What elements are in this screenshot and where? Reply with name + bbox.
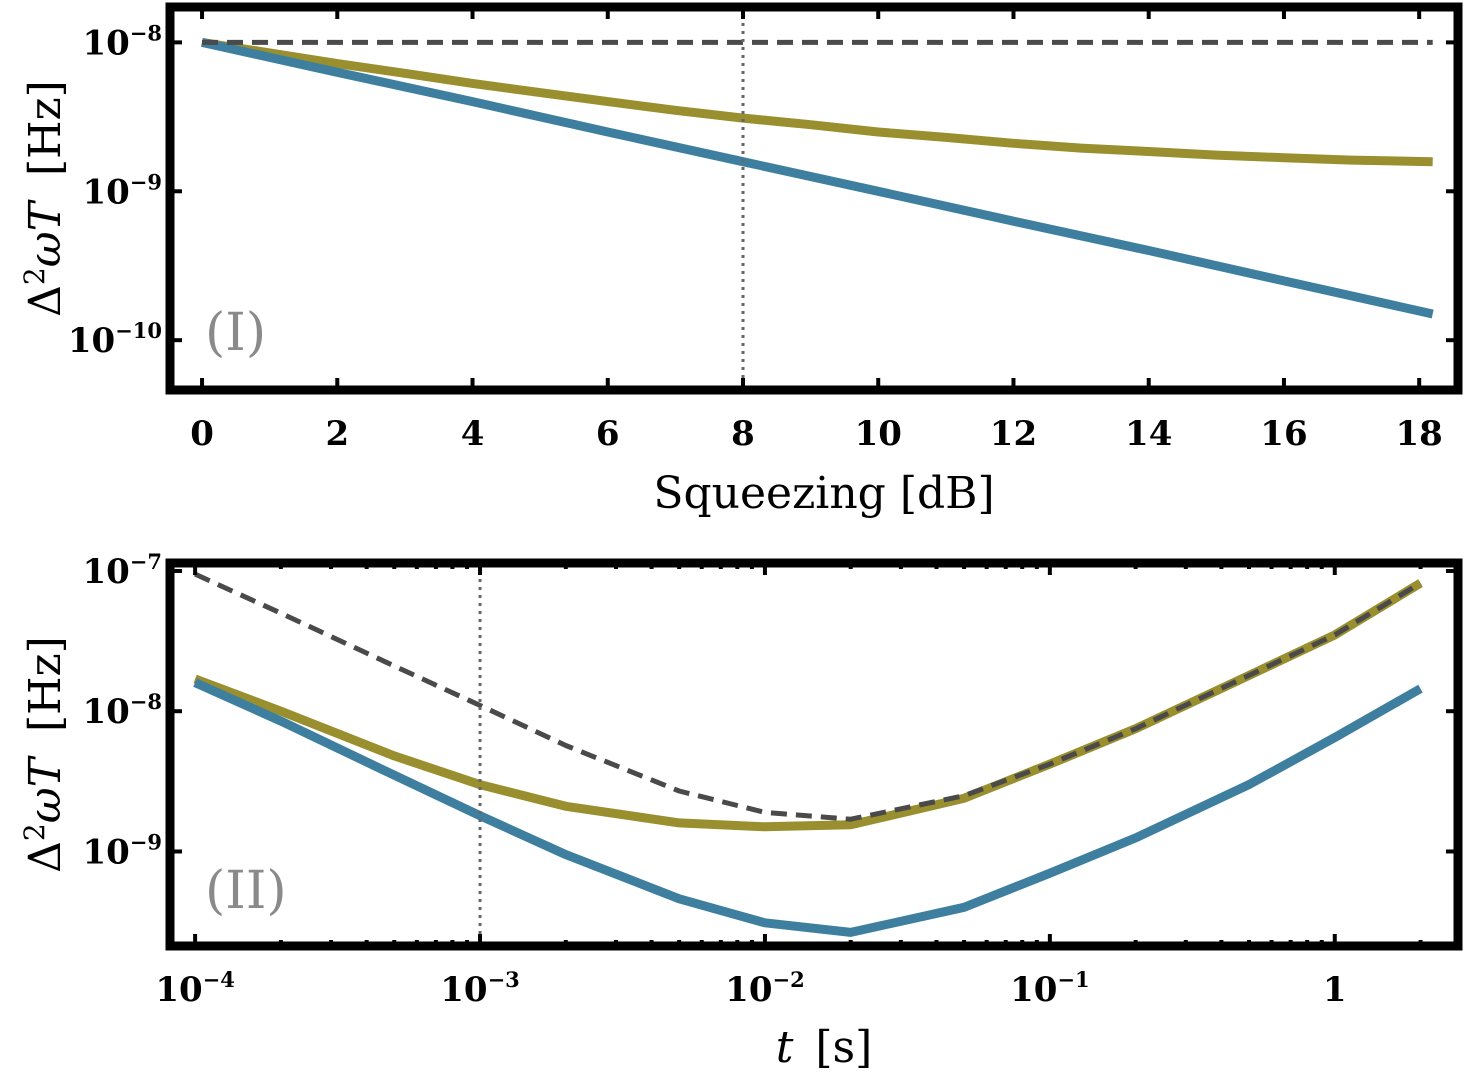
x-tick-label: 0 [190,414,214,454]
x-axis-title: Squeezing [dB] [653,468,994,519]
y-tick-label: 10−10 [68,318,162,361]
x-tick-label: 16 [1260,414,1307,454]
tick-labels: 10−4 10−3 10−2 10−1 1 10−7 10−8 10−9 [82,549,1346,1010]
y-tick-label: 10−9 [82,169,162,212]
x-tick-label: 10 [855,414,902,454]
y-tick-label: 10−8 [82,689,162,732]
y-tick-label: 10−7 [82,549,162,592]
x-tick-label: 8 [731,414,755,454]
x-tick-label: 14 [1125,414,1172,454]
panel-time: 10−4 10−3 10−2 10−1 110−710−810−9 (II) t [s] … [18,549,1463,1073]
plot-frame [165,558,1463,951]
x-axis-title: t [s] [776,1022,873,1073]
series-line-2 [201,38,1434,319]
y-tick-label: 10−8 [82,20,162,63]
series-line-dashed [194,571,1422,822]
x-tick-label: 6 [596,414,620,454]
plot-frame [165,2,1463,395]
x-tick-label: 18 [1396,414,1443,454]
x-tick-label: 10−1 [1010,967,1090,1010]
tick-marks [170,563,1458,946]
x-tick-label: 2 [325,414,349,454]
series-line-2 [193,678,1423,937]
series-layer [193,571,1423,937]
panel-label: (II) [205,861,287,921]
series-layer [201,37,1434,319]
x-tick-label: 12 [990,414,1037,454]
x-tick-label: 10−2 [725,967,805,1010]
x-tick-label: 10−3 [440,967,520,1010]
tick-labels: 0 2 4 6 8 10 12 14 16 18 10−8 10−9 10−10 [68,20,1443,454]
x-tick-label: 1 [1323,970,1347,1010]
x-tick-label: 10−4 [155,967,235,1010]
x-tick-label: 4 [461,414,485,454]
panel-label: (I) [205,303,266,363]
y-tick-label: 10−9 [82,829,162,872]
panel-squeezing: 0 2 4 6 8 10 12 14 16 18 10−8 10−9 10−10 (I) Squeezi… [18,2,1463,519]
y-axis-title: Δ2ωT[Hz] [18,636,71,873]
series-line-1 [201,37,1433,167]
y-axis-title: Δ2ωT[Hz] [18,80,71,317]
